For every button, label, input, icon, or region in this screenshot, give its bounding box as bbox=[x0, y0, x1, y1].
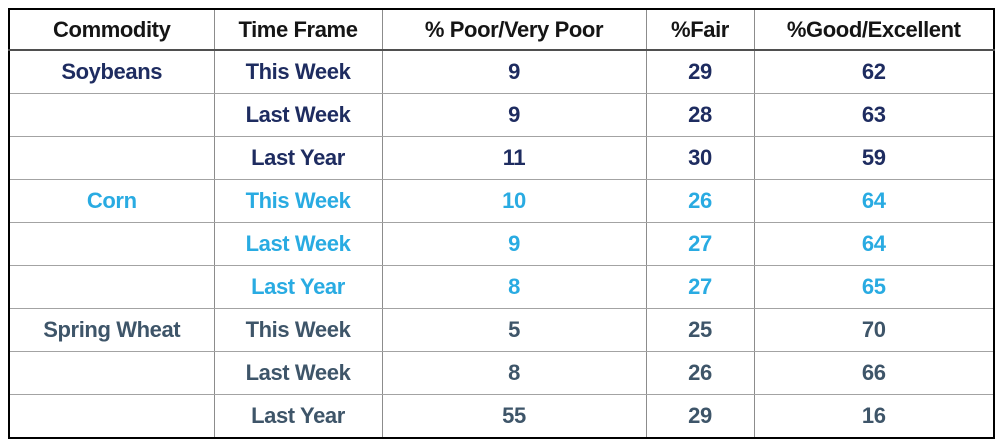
cell-poor-very-poor: 55 bbox=[381, 394, 647, 439]
cell-time-frame: Last Week bbox=[213, 222, 383, 266]
cell-good-excellent: 16 bbox=[753, 394, 995, 439]
table-row-soybeans-last-week: Last Week 9 28 63 bbox=[8, 93, 995, 137]
cell-commodity bbox=[8, 136, 215, 180]
cell-commodity: Spring Wheat bbox=[8, 308, 215, 352]
cell-time-frame: This Week bbox=[213, 308, 383, 352]
cell-time-frame: Last Week bbox=[213, 93, 383, 137]
cell-poor-very-poor: 5 bbox=[381, 308, 647, 352]
cell-poor-very-poor: 10 bbox=[381, 179, 647, 223]
cell-commodity bbox=[8, 93, 215, 137]
cell-commodity: Corn bbox=[8, 179, 215, 223]
cell-good-excellent: 62 bbox=[753, 49, 995, 94]
cell-good-excellent: 70 bbox=[753, 308, 995, 352]
cell-good-excellent: 65 bbox=[753, 265, 995, 309]
cell-commodity bbox=[8, 351, 215, 395]
header-good-excellent: %Good/Excellent bbox=[753, 9, 995, 51]
cell-poor-very-poor: 8 bbox=[381, 351, 647, 395]
cell-good-excellent: 59 bbox=[753, 136, 995, 180]
cell-good-excellent: 66 bbox=[753, 351, 995, 395]
cell-fair: 29 bbox=[645, 49, 755, 94]
cell-fair: 27 bbox=[645, 222, 755, 266]
cell-poor-very-poor: 9 bbox=[381, 222, 647, 266]
cell-time-frame: Last Year bbox=[213, 265, 383, 309]
table-row-corn-last-week: Last Week 9 27 64 bbox=[8, 222, 995, 266]
cell-time-frame: Last Year bbox=[213, 136, 383, 180]
cell-poor-very-poor: 8 bbox=[381, 265, 647, 309]
table-row-spring-wheat-last-year: Last Year 55 29 16 bbox=[8, 394, 995, 439]
table-row-spring-wheat-last-week: Last Week 8 26 66 bbox=[8, 351, 995, 395]
cell-fair: 28 bbox=[645, 93, 755, 137]
cell-commodity bbox=[8, 222, 215, 266]
cell-time-frame: This Week bbox=[213, 49, 383, 94]
cell-commodity: Soybeans bbox=[8, 49, 215, 94]
header-row: Commodity Time Frame % Poor/Very Poor %F… bbox=[8, 9, 995, 51]
cell-commodity bbox=[8, 394, 215, 439]
header-poor-very-poor: % Poor/Very Poor bbox=[381, 9, 647, 51]
cell-commodity bbox=[8, 265, 215, 309]
header-commodity: Commodity bbox=[8, 9, 215, 51]
crop-conditions-table: Commodity Time Frame % Poor/Very Poor %F… bbox=[8, 8, 995, 439]
cell-fair: 25 bbox=[645, 308, 755, 352]
header-fair: %Fair bbox=[645, 9, 755, 51]
cell-fair: 26 bbox=[645, 179, 755, 223]
cell-poor-very-poor: 9 bbox=[381, 93, 647, 137]
table-row-soybeans-last-year: Last Year 11 30 59 bbox=[8, 136, 995, 180]
cell-good-excellent: 63 bbox=[753, 93, 995, 137]
table-row-corn-this-week: Corn This Week 10 26 64 bbox=[8, 179, 995, 223]
crop-conditions-table-container: Commodity Time Frame % Poor/Very Poor %F… bbox=[8, 8, 995, 439]
cell-fair: 30 bbox=[645, 136, 755, 180]
table-row-soybeans-this-week: Soybeans This Week 9 29 62 bbox=[8, 49, 995, 94]
table-row-spring-wheat-this-week: Spring Wheat This Week 5 25 70 bbox=[8, 308, 995, 352]
cell-fair: 27 bbox=[645, 265, 755, 309]
header-time-frame: Time Frame bbox=[213, 9, 383, 51]
cell-good-excellent: 64 bbox=[753, 222, 995, 266]
cell-time-frame: Last Year bbox=[213, 394, 383, 439]
cell-time-frame: This Week bbox=[213, 179, 383, 223]
cell-poor-very-poor: 9 bbox=[381, 49, 647, 94]
cell-fair: 29 bbox=[645, 394, 755, 439]
table-row-corn-last-year: Last Year 8 27 65 bbox=[8, 265, 995, 309]
cell-fair: 26 bbox=[645, 351, 755, 395]
cell-good-excellent: 64 bbox=[753, 179, 995, 223]
cell-time-frame: Last Week bbox=[213, 351, 383, 395]
cell-poor-very-poor: 11 bbox=[381, 136, 647, 180]
